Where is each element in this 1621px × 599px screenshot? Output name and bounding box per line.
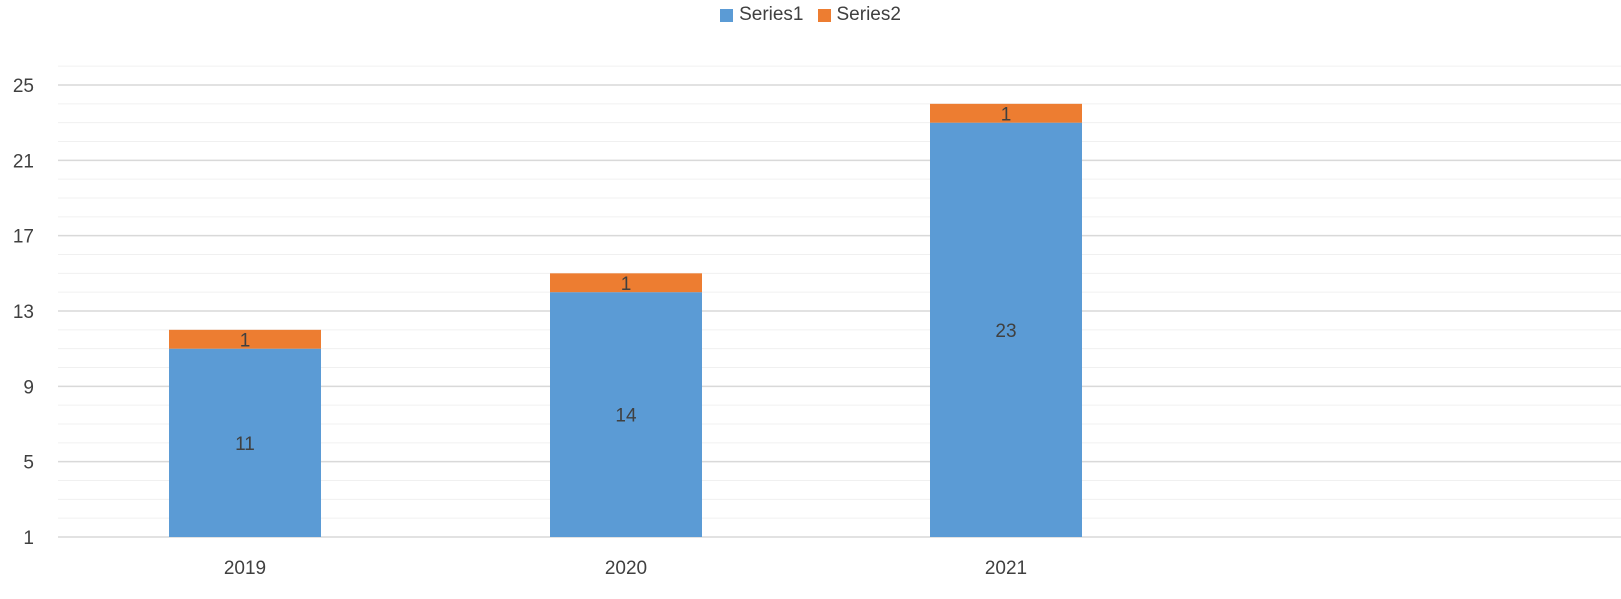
data-label: 1 [240,330,251,351]
y-tick-label: 13 [13,302,34,323]
legend-swatch-series1 [720,8,734,22]
y-tick-label: 25 [13,76,34,97]
legend-swatch-series2 [817,8,831,22]
bar-series2-2020 [550,273,702,293]
x-tick-label: 2019 [224,558,266,579]
legend-label-series2: Series2 [836,4,901,25]
y-tick-label: 5 [23,453,34,474]
legend-item-series2: Series2 [817,4,901,26]
data-label: 11 [235,434,255,455]
legend-item-series1: Series1 [720,4,804,26]
data-label: 23 [995,321,1016,342]
legend-label-series1: Series1 [739,4,804,25]
y-tick-label: 1 [23,528,34,549]
data-label: 1 [1001,104,1012,125]
y-tick-label: 17 [13,227,34,248]
bar-series2-2021 [930,103,1082,123]
bar-series2-2019 [169,329,321,349]
legend: Series1 Series2 [0,4,1621,26]
y-tick-label: 9 [23,377,34,398]
bar-series1-2020 [550,292,702,537]
y-tick-label: 21 [13,151,34,172]
x-tick-label: 2020 [605,558,647,579]
x-tick-label: 2021 [985,558,1027,579]
data-label: 1 [621,274,632,295]
bar-series1-2021 [930,122,1082,538]
data-label: 14 [615,406,637,427]
bar-series1-2019 [169,348,321,537]
